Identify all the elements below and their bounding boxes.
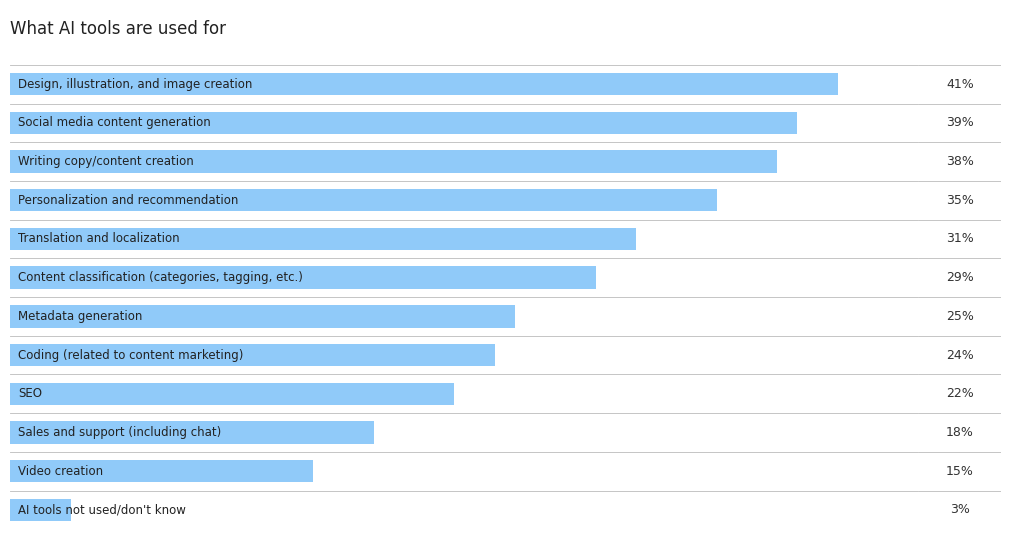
Text: 24%: 24% [946,348,973,362]
Text: 25%: 25% [945,310,974,323]
Bar [10,228,636,250]
Text: 39%: 39% [946,116,973,130]
Bar [10,344,494,366]
Bar [10,460,313,482]
Text: SEO: SEO [19,387,42,400]
Text: Video creation: Video creation [19,464,103,478]
Bar [10,421,374,444]
Bar [10,150,777,173]
Text: 22%: 22% [946,387,973,400]
Text: Personalization and recommendation: Personalization and recommendation [19,194,238,207]
Bar [10,305,515,328]
Text: Writing copy/content creation: Writing copy/content creation [19,155,194,168]
Text: 15%: 15% [945,464,974,478]
Text: Sales and support (including chat): Sales and support (including chat) [19,426,222,439]
Text: 41%: 41% [946,78,973,91]
Bar [10,73,838,96]
Text: What AI tools are used for: What AI tools are used for [10,20,226,38]
Text: Social media content generation: Social media content generation [19,116,212,130]
Bar [10,382,454,405]
Text: Translation and localization: Translation and localization [19,232,180,246]
Bar [10,112,798,134]
Bar [10,266,595,289]
Text: AI tools not used/don't know: AI tools not used/don't know [19,503,186,516]
Text: 38%: 38% [945,155,974,168]
Text: 29%: 29% [946,271,973,284]
Text: Content classification (categories, tagging, etc.): Content classification (categories, tagg… [19,271,303,284]
Text: 31%: 31% [946,232,973,246]
Text: Metadata generation: Metadata generation [19,310,142,323]
Text: 3%: 3% [949,503,970,516]
Text: 18%: 18% [945,426,974,439]
Bar [10,189,716,212]
Text: 35%: 35% [945,194,974,207]
Text: Design, illustration, and image creation: Design, illustration, and image creation [19,78,253,91]
Bar [10,498,71,521]
Text: Coding (related to content marketing): Coding (related to content marketing) [19,348,244,362]
